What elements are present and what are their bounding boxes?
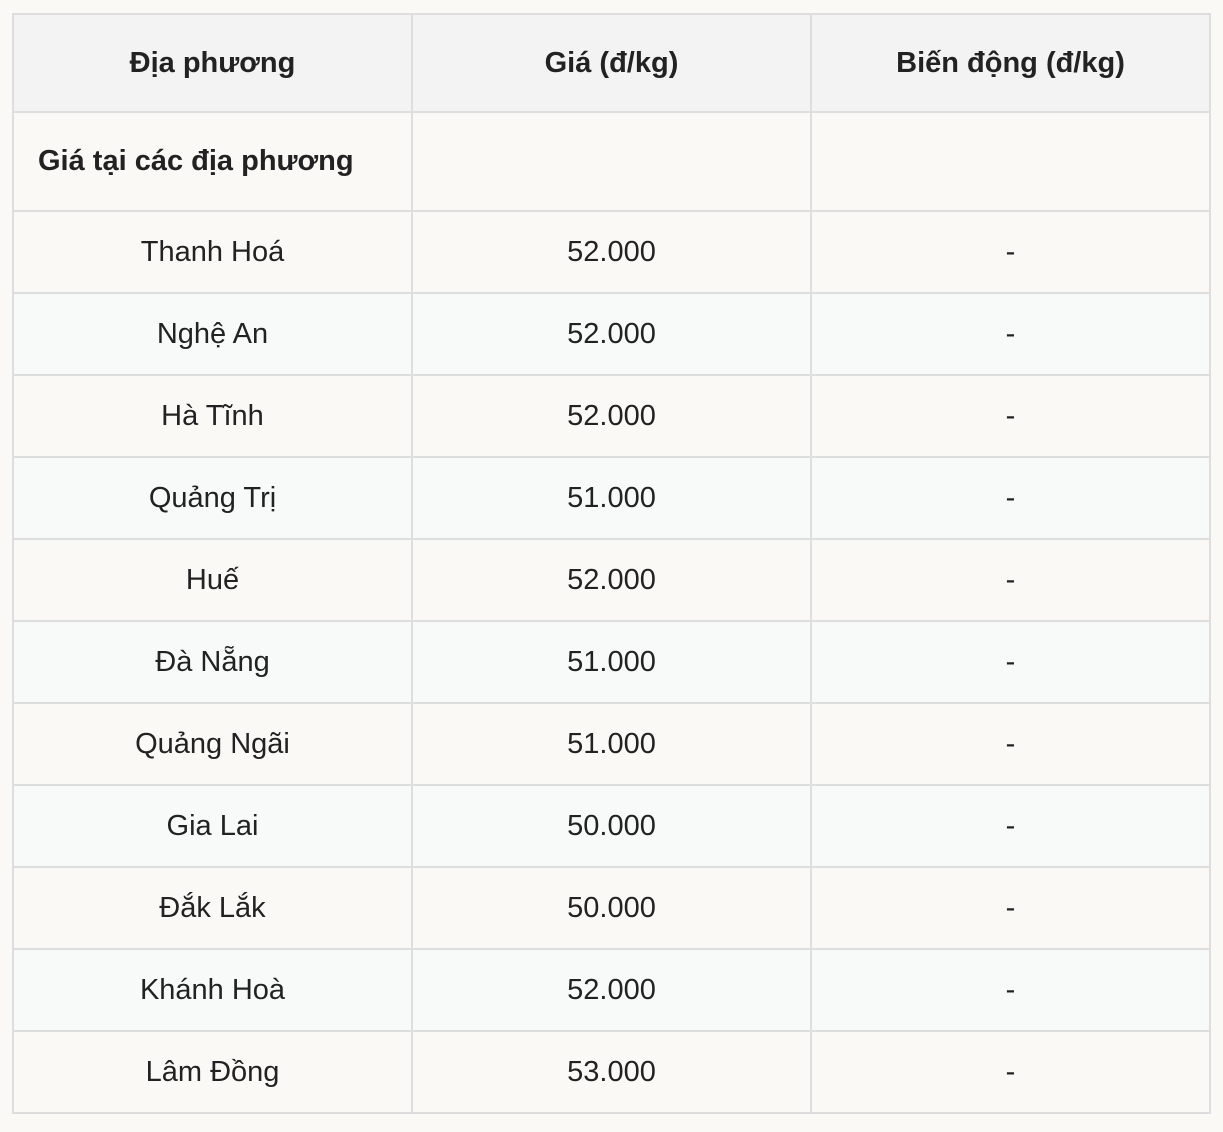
change-cell: - [810, 866, 1211, 950]
change-cell: - [810, 456, 1211, 540]
region-cell: Quảng Trị [12, 456, 413, 540]
table-row: Nghệ An 52.000- [12, 292, 1211, 376]
change-cell: - [810, 620, 1211, 704]
table-row: Lâm Đồng 53.000- [12, 1030, 1211, 1114]
table-row: Khánh Hoà 52.000- [12, 948, 1211, 1032]
table-row: Hà Tĩnh 52.000- [12, 374, 1211, 458]
region-cell: Huế [12, 538, 413, 622]
price-cell: 52.000 [411, 538, 812, 622]
table-row: Thanh Hoá 52.000- [12, 210, 1211, 294]
region-cell: Quảng Ngãi [12, 702, 413, 786]
price-cell: 52.000 [411, 292, 812, 376]
region-cell: Khánh Hoà [12, 948, 413, 1032]
price-cell: 53.000 [411, 1030, 812, 1114]
price-cell: 51.000 [411, 620, 812, 704]
table-row: Quảng Ngãi 51.000- [12, 702, 1211, 786]
table-row: Đắk Lắk 50.000- [12, 866, 1211, 950]
header-price: Giá (đ/kg) [411, 13, 812, 113]
price-cell: 52.000 [411, 374, 812, 458]
region-cell: Thanh Hoá [12, 210, 413, 294]
section-label: Giá tại các địa phương [12, 111, 413, 212]
header-region: Địa phương [12, 13, 413, 113]
price-cell: 51.000 [411, 702, 812, 786]
change-cell: - [810, 784, 1211, 868]
price-cell: 50.000 [411, 784, 812, 868]
empty-cell [810, 111, 1211, 212]
empty-cell [411, 111, 812, 212]
change-cell: - [810, 374, 1211, 458]
table-row: Đà Nẵng 51.000- [12, 620, 1211, 704]
price-cell: 52.000 [411, 210, 812, 294]
change-cell: - [810, 948, 1211, 1032]
change-cell: - [810, 1030, 1211, 1114]
change-cell: - [810, 210, 1211, 294]
change-cell: - [810, 702, 1211, 786]
region-cell: Nghệ An [12, 292, 413, 376]
price-table: Địa phương Giá (đ/kg) Biến động (đ/kg) G… [12, 13, 1211, 1114]
region-cell: Đà Nẵng [12, 620, 413, 704]
region-cell: Gia Lai [12, 784, 413, 868]
price-cell: 50.000 [411, 866, 812, 950]
region-cell: Lâm Đồng [12, 1030, 413, 1114]
header-row: Địa phương Giá (đ/kg) Biến động (đ/kg) [12, 13, 1211, 113]
region-cell: Đắk Lắk [12, 866, 413, 950]
region-cell: Hà Tĩnh [12, 374, 413, 458]
change-cell: - [810, 538, 1211, 622]
section-row: Giá tại các địa phương [12, 111, 1211, 212]
table-row: Quảng Trị 51.000- [12, 456, 1211, 540]
table-row: Gia Lai 50.000- [12, 784, 1211, 868]
table-row: Huế 52.000- [12, 538, 1211, 622]
price-cell: 51.000 [411, 456, 812, 540]
change-cell: - [810, 292, 1211, 376]
header-change: Biến động (đ/kg) [810, 13, 1211, 113]
price-cell: 52.000 [411, 948, 812, 1032]
